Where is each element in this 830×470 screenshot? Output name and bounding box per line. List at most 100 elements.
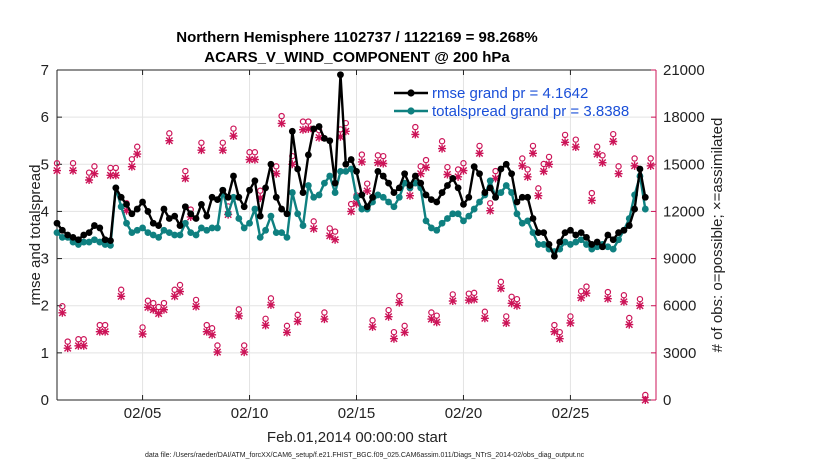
obs-assimilated-point: [443, 170, 452, 179]
totalspread-point: [283, 233, 291, 241]
totalspread-point: [427, 224, 435, 232]
obs-assimilated-point: [288, 160, 297, 169]
obs-possible-point: [476, 142, 483, 150]
rmse-point: [577, 229, 585, 237]
totalspread-point: [240, 224, 248, 232]
rmse-point: [321, 134, 328, 142]
obs-assimilated-point: [555, 334, 564, 343]
rmse-point: [379, 172, 387, 180]
obs-possible-point: [85, 169, 93, 176]
obs-assimilated-point: [245, 155, 254, 164]
rmse-point: [262, 184, 269, 192]
x-tick-label: 02/10: [231, 405, 269, 422]
obs-possible-point: [588, 189, 596, 197]
rmse-point: [53, 219, 61, 227]
rmse-point: [481, 189, 489, 196]
obs-assimilated-point: [480, 314, 489, 323]
rmse-point: [550, 252, 558, 260]
obs-assimilated-point: [325, 231, 334, 240]
obs-assimilated-point: [101, 327, 110, 336]
obs-assimilated-point: [266, 300, 275, 309]
y-tick-label-left: 4: [41, 203, 49, 220]
rmse-point: [470, 163, 478, 171]
totalspread-point: [133, 226, 141, 234]
obs-possible-point: [134, 143, 141, 150]
obs-assimilated-point: [218, 146, 227, 155]
rmse-point: [176, 222, 184, 229]
rmse-point: [208, 193, 216, 201]
obs-possible-point: [198, 139, 205, 146]
rmse-point: [80, 231, 88, 239]
rmse-point: [342, 160, 350, 168]
obs-assimilated-point: [550, 327, 559, 336]
obs-assimilated-point: [363, 187, 372, 195]
obs-assimilated-point: [411, 130, 420, 139]
totalspread-point: [321, 179, 328, 187]
rmse-point: [240, 203, 248, 211]
totalspread-point: [294, 210, 302, 218]
obs-assimilated-point: [79, 341, 88, 350]
obs-assimilated-point: [234, 311, 243, 320]
totalspread-point: [58, 233, 66, 241]
obs-assimilated-point: [491, 174, 500, 183]
totalspread-point: [486, 177, 494, 185]
rmse-point: [358, 191, 366, 199]
rmse-point: [155, 222, 163, 229]
rmse-point: [518, 193, 526, 201]
obs-assimilated-point: [603, 294, 612, 303]
obs-possible-point: [460, 160, 467, 167]
obs-assimilated-point: [250, 155, 259, 164]
obs-assimilated-point: [117, 292, 126, 301]
totalspread-point: [214, 224, 221, 232]
rmse-point: [310, 125, 318, 133]
obs-assimilated-point: [571, 143, 580, 151]
obs-possible-point: [487, 200, 494, 207]
totalspread-point: [246, 219, 253, 227]
obs-possible-point: [128, 156, 136, 163]
rmse-point: [337, 71, 344, 79]
totalspread-point: [444, 215, 451, 222]
y-tick-label-left: 0: [41, 392, 49, 409]
obs-possible-point: [417, 163, 424, 170]
rmse-point: [374, 167, 382, 175]
rmse-point: [417, 179, 425, 187]
obs-assimilated-point: [534, 191, 543, 200]
totalspread-point: [299, 222, 307, 229]
totalspread-point: [470, 205, 478, 213]
rmse-point: [101, 236, 109, 244]
obs-assimilated-point: [416, 169, 425, 178]
obs-assimilated-point: [459, 166, 468, 175]
rmse-point: [251, 177, 259, 185]
totalspread-point: [198, 224, 205, 232]
totalspread-point: [374, 191, 382, 199]
chart-title: Northern Hemisphere 1102737 / 1122169 = …: [176, 29, 538, 46]
obs-assimilated-point: [122, 206, 131, 215]
y-tick-label-left: 5: [41, 156, 49, 173]
obs-assimilated-point: [566, 319, 575, 327]
obs-assimilated-point: [368, 322, 377, 331]
obs-assimilated-point: [95, 327, 104, 336]
obs-assimilated-point: [609, 137, 618, 146]
totalspread-point: [572, 238, 580, 246]
rmse-point: [224, 193, 232, 201]
obs-possible-point: [326, 225, 333, 232]
y-tick-label-right: 18000: [663, 109, 705, 126]
totalspread-point: [74, 241, 82, 248]
obs-assimilated-point: [336, 132, 345, 141]
rmse-point: [347, 156, 355, 163]
rmse-point: [401, 170, 409, 178]
totalspread-point: [331, 189, 339, 196]
rmse-point: [112, 184, 120, 192]
totalspread-point: [502, 182, 510, 189]
obs-assimilated-point: [309, 224, 318, 233]
rmse-point: [567, 226, 574, 234]
obs-possible-point: [545, 153, 553, 161]
obs-assimilated-point: [405, 191, 414, 200]
obs-assimilated-point: [448, 297, 457, 305]
rmse-point: [438, 189, 446, 196]
obs-assimilated-point: [582, 289, 591, 298]
obs-assimilated-point: [641, 396, 650, 404]
obs-assimilated-point: [614, 169, 623, 178]
obs-assimilated-point: [138, 330, 147, 338]
